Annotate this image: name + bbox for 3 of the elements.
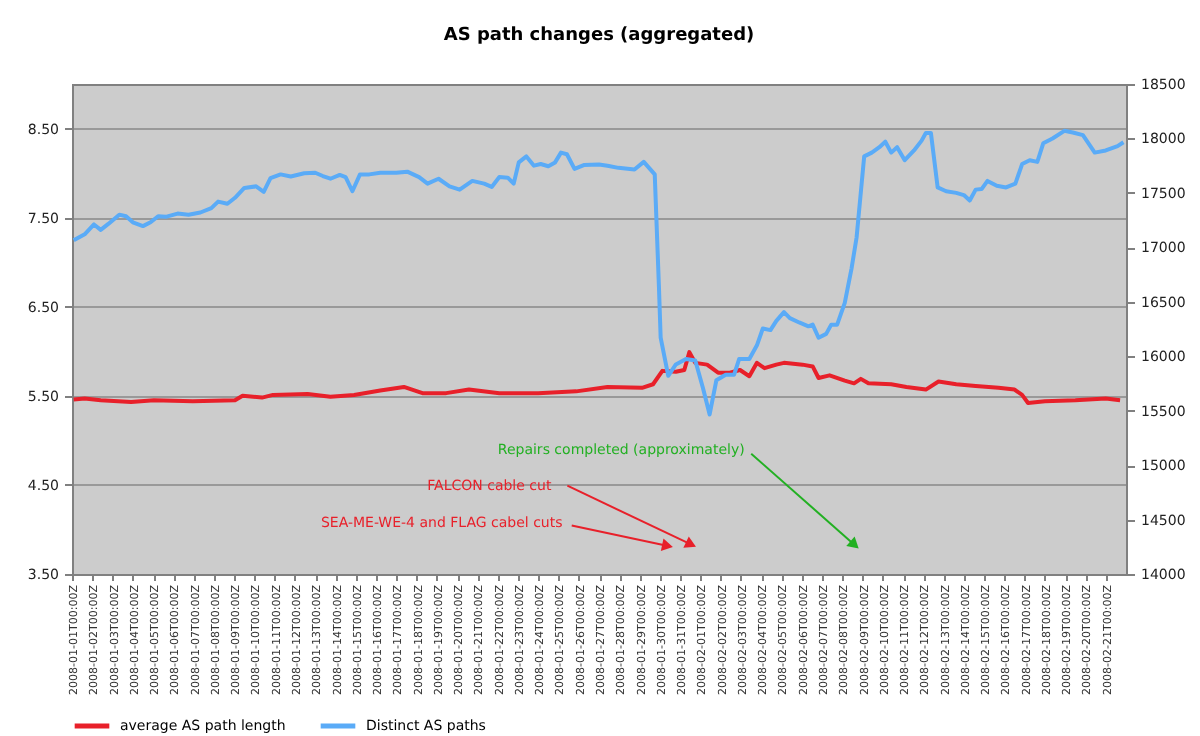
line-series — [71, 350, 1123, 405]
chart-title: AS path changes (aggregated) — [443, 26, 755, 46]
line-series — [71, 128, 1126, 417]
